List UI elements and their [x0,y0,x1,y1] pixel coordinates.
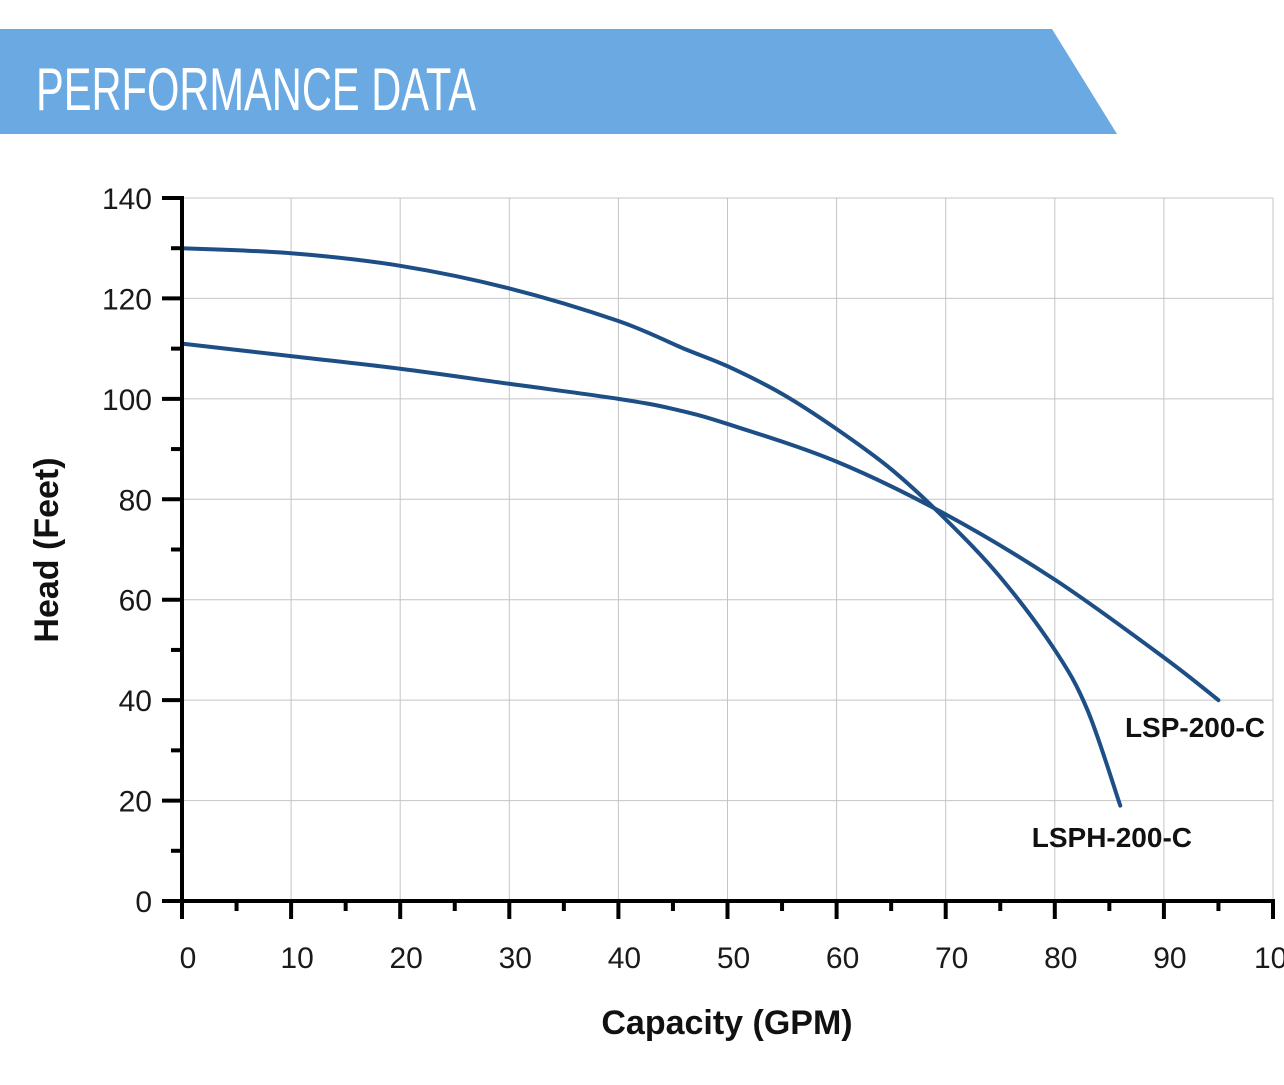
x-tick-label-80: 80 [1044,942,1077,975]
y-axis-title: Head (Feet) [28,457,66,642]
x-tick-label-10: 10 [280,942,313,975]
x-tick-label-0: 0 [180,942,197,975]
title-banner [0,29,1117,134]
x-axis-title: Capacity (GPM) [601,1004,852,1042]
series-layer [180,246,1221,808]
y-tick-label-20: 20 [119,786,152,819]
x-tick-label-60: 60 [826,942,859,975]
y-tick-label-120: 120 [102,283,152,316]
x-tick-label-20: 20 [390,942,423,975]
series-label-lsph: LSPH-200-C [1032,822,1192,853]
tick-label-layer: 0 10 20 30 40 50 60 70 80 90 100 0 20 40 60 80 100 120 140 [102,183,1284,975]
x-tick-label-70: 70 [935,942,968,975]
y-tick-label-40: 40 [119,685,152,718]
series-line-lsph-200-c [180,246,1123,808]
series-line-lsp-200-c [180,341,1221,703]
y-tick-label-60: 60 [119,585,152,618]
axis-layer [162,196,1275,919]
x-tick-label-90: 90 [1153,942,1186,975]
x-tick-label-50: 50 [717,942,750,975]
y-tick-label-140: 140 [102,183,152,216]
x-tick-label-40: 40 [608,942,641,975]
grid-layer [182,197,1274,901]
y-tick-label-0: 0 [135,886,152,919]
y-tick-label-80: 80 [119,484,152,517]
x-tick-label-30: 30 [499,942,532,975]
x-tick-label-100: 100 [1254,942,1284,975]
series-label-lsp: LSP-200-C [1125,712,1265,743]
y-tick-label-100: 100 [102,384,152,417]
banner-title: PERFORMANCE DATA [36,56,476,123]
